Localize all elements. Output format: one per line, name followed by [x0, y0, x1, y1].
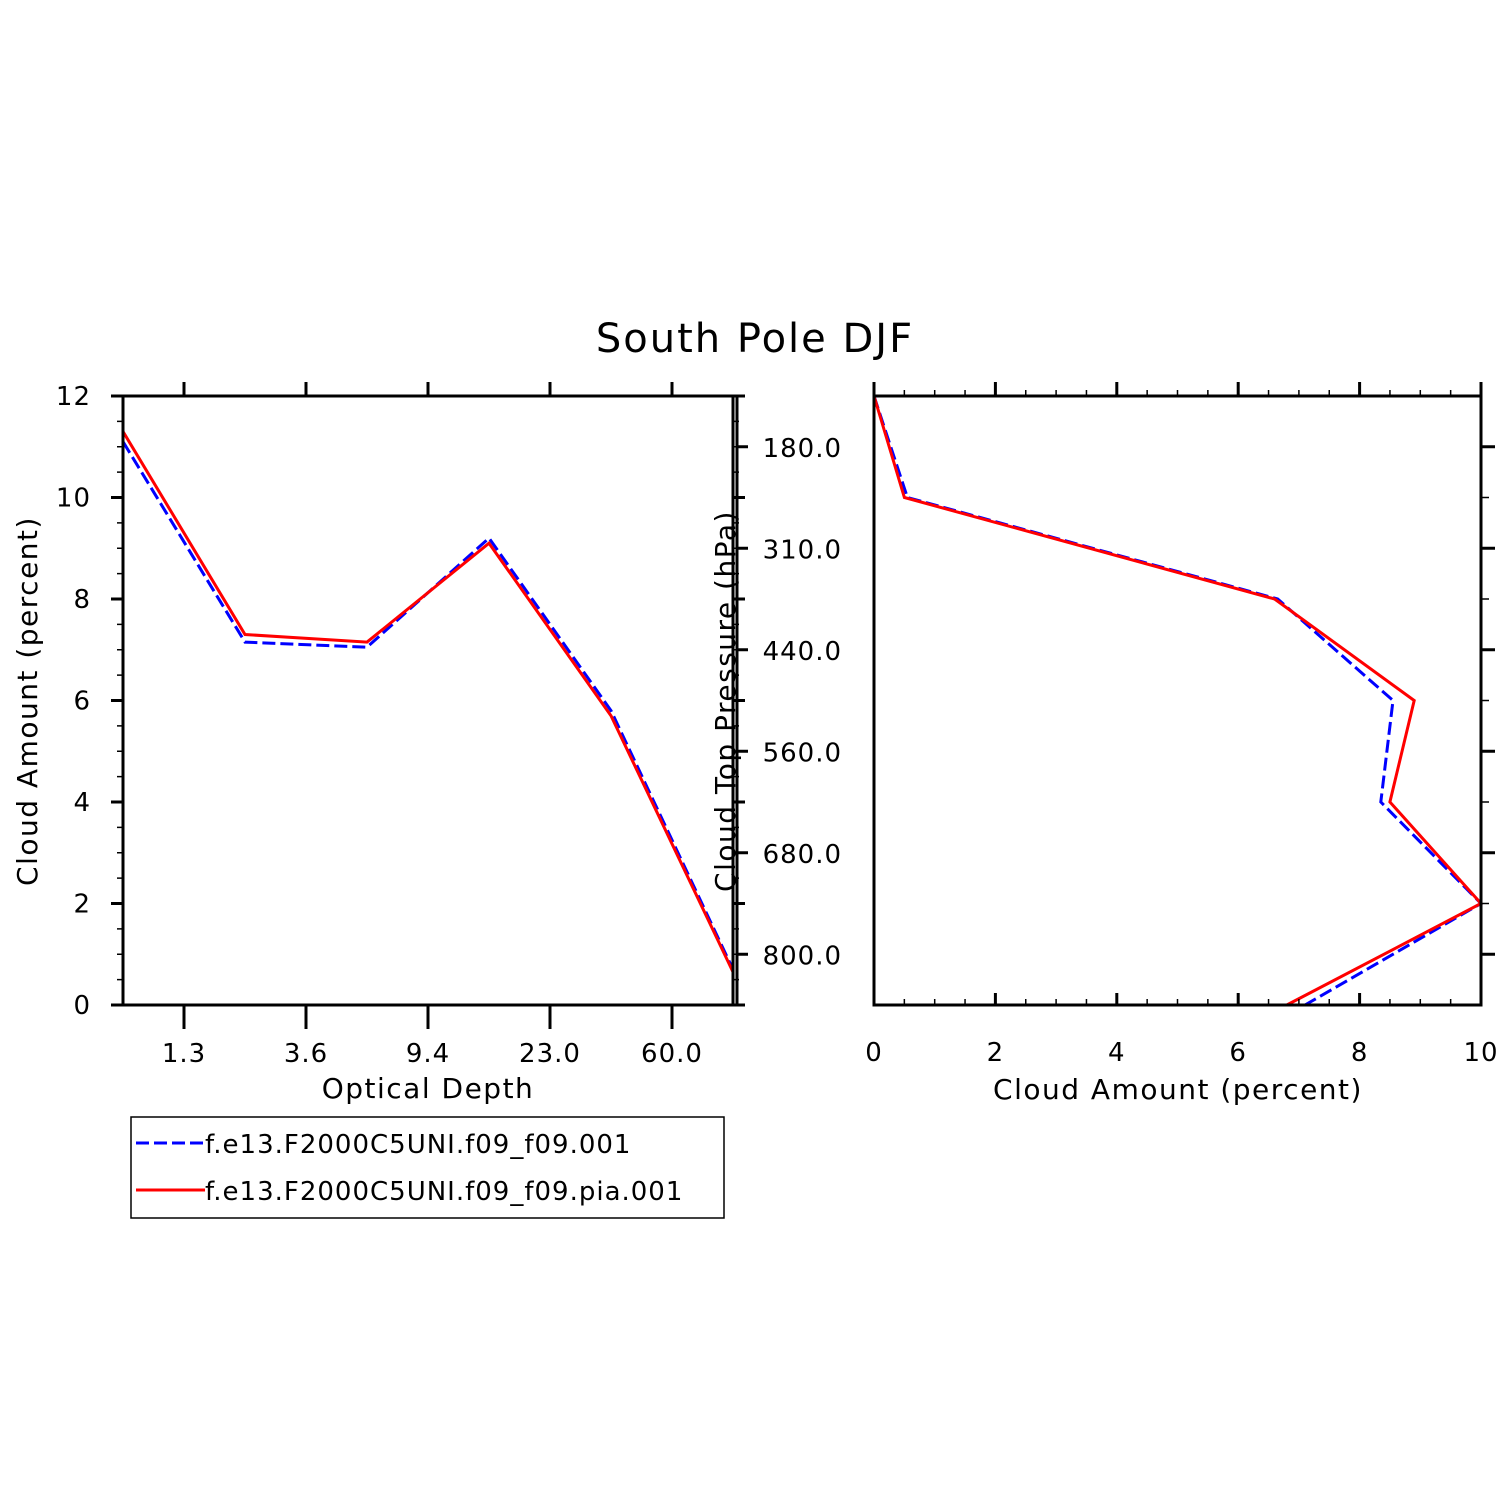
- legend-label-series2: f.e13.F2000C5UNI.f09_f09.pia.001: [205, 1177, 683, 1207]
- left-x-tick-label: 1.3: [162, 1039, 206, 1069]
- left-y-tick-label: 2: [73, 890, 91, 920]
- right-series-line-2: [872, 395, 1484, 1007]
- right-x-tick-label: 10: [1463, 1038, 1498, 1068]
- left-y-axis-label: Cloud Amount (percent): [11, 516, 44, 886]
- right-y-tick-label: 310.0: [763, 535, 842, 565]
- optical-depth-plot: 0 2 4 6 8 10 12 1.3 3.6 9.4 23.0 60.0 Optical Depth…: [11, 382, 745, 1105]
- left-y-tick-label: 4: [73, 788, 91, 818]
- left-x-axis-label: Optical Depth: [322, 1072, 535, 1105]
- right-x-tick-label: 2: [987, 1038, 1005, 1068]
- right-y-tick-label: 800.0: [763, 941, 842, 971]
- right-x-tick-label: 8: [1351, 1038, 1369, 1068]
- right-y-tick-label: 680.0: [763, 840, 842, 870]
- right-x-tick-label: 4: [1108, 1038, 1126, 1068]
- right-plot-frame: [872, 394, 1483, 1007]
- legend: f.e13.F2000C5UNI.f09_f09.001 f.e13.F2000…: [130, 1116, 725, 1219]
- left-series-line-1: [121, 440, 735, 971]
- cloud-top-pressure-plot: 0 2 4 6 8 10 180.0 310.0 440.0 560.0 680.0 800.0 Cl…: [709, 382, 1498, 1106]
- legend-box: [130, 1116, 725, 1219]
- left-y-tick-label: 8: [73, 585, 91, 615]
- left-y-tick-label: 6: [73, 687, 91, 717]
- left-y-tick-label: 10: [56, 484, 91, 514]
- left-x-tick-label: 23.0: [519, 1039, 581, 1069]
- left-x-tick-label: 60.0: [641, 1039, 703, 1069]
- left-plot-frame: [121, 394, 735, 1007]
- left-y-tick-label: 12: [56, 382, 91, 412]
- right-x-tick-label: 0: [865, 1038, 883, 1068]
- chart-title: South Pole DJF: [596, 316, 914, 362]
- right-y-tick-label: 440.0: [763, 637, 842, 667]
- legend-label-series1: f.e13.F2000C5UNI.f09_f09.001: [205, 1130, 631, 1160]
- right-series-line-1: [872, 395, 1484, 1007]
- left-x-tick-label: 9.4: [406, 1039, 450, 1069]
- right-y-tick-label: 560.0: [763, 738, 842, 768]
- right-x-tick-label: 6: [1229, 1038, 1247, 1068]
- left-y-tick-label: 0: [73, 991, 91, 1021]
- right-y-tick-label: 180.0: [763, 434, 842, 464]
- left-series-line-2: [121, 430, 735, 973]
- right-y-axis-label: Cloud Top Pressure (hPa): [709, 510, 742, 892]
- right-x-axis-label: Cloud Amount (percent): [993, 1073, 1363, 1106]
- left-x-tick-label: 3.6: [284, 1039, 328, 1069]
